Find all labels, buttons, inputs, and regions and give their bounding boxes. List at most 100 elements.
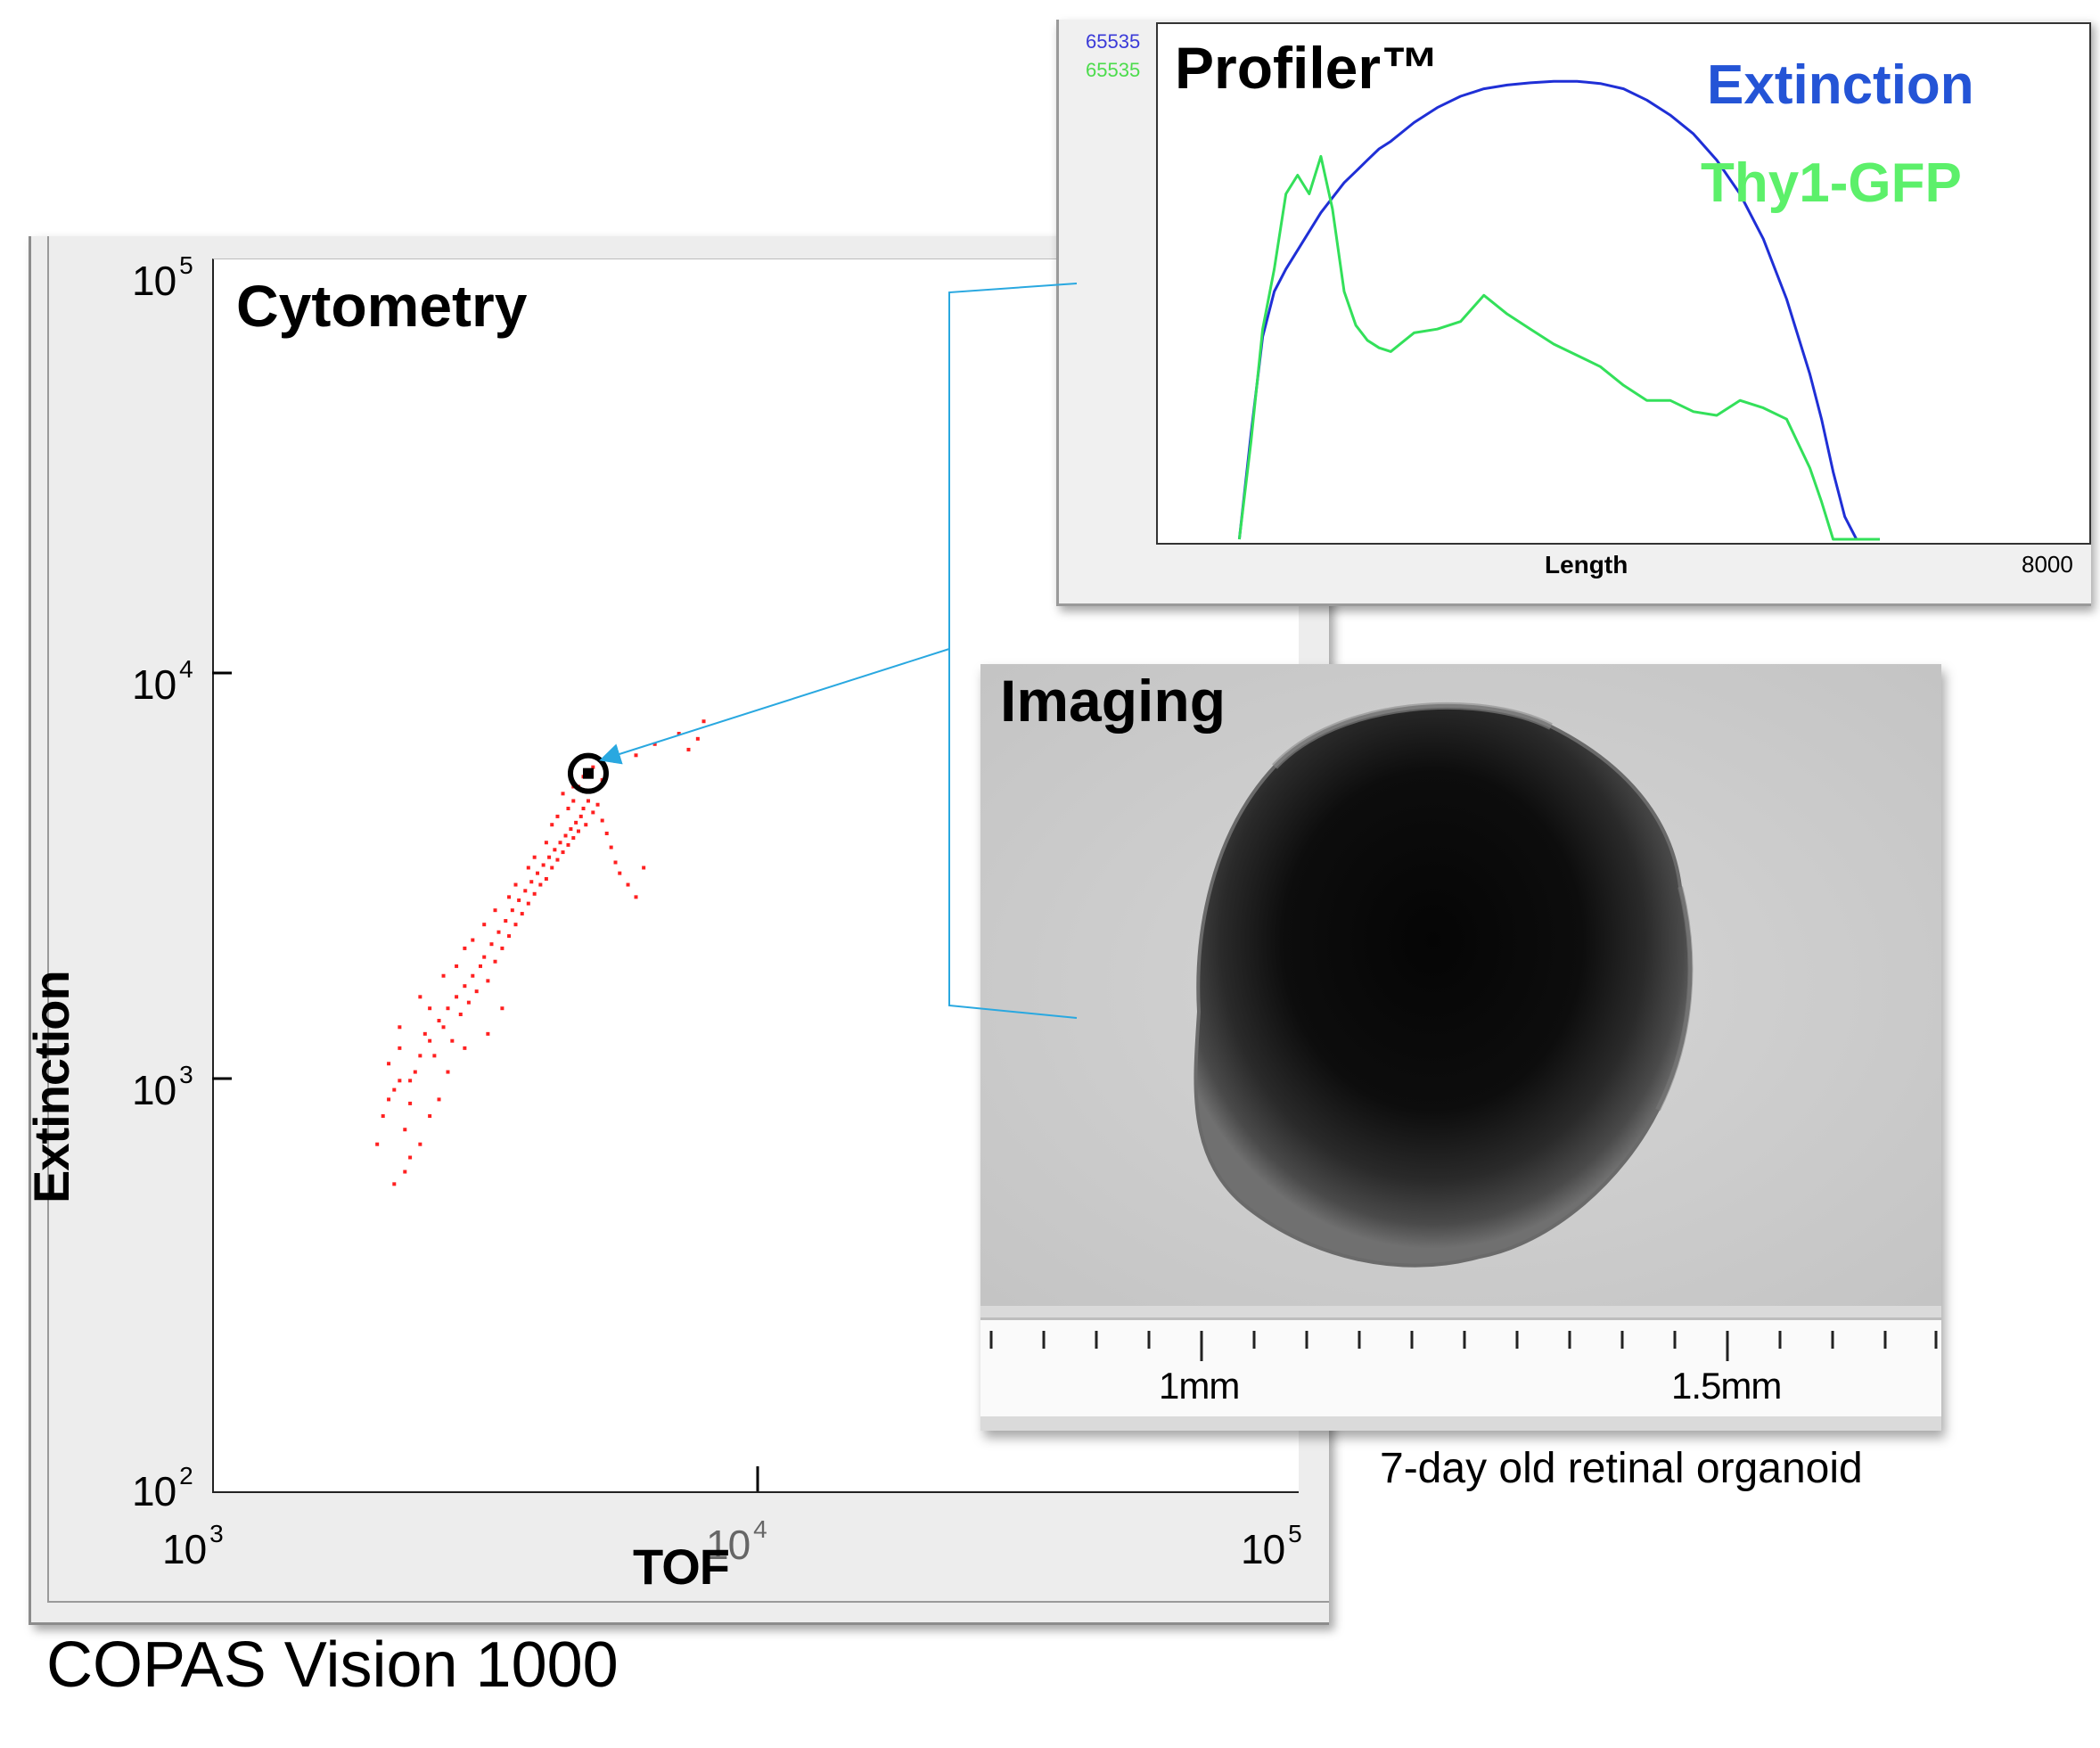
scatter-point: [553, 848, 557, 852]
scatter-point: [652, 742, 657, 746]
scatter-point: [387, 1062, 391, 1066]
imaging-title: Imaging: [1000, 668, 1226, 734]
scatter-point: [387, 1097, 391, 1102]
scatter-point: [398, 1025, 402, 1030]
scatter-point: [418, 1054, 422, 1058]
scatter-point: [408, 1101, 413, 1105]
organoid-body: [1194, 703, 1693, 1268]
cytometry-x-tick-mark: [756, 1466, 759, 1491]
scatter-point: [609, 845, 613, 849]
window-inner-border: [47, 236, 49, 1603]
cytometry-x-axis-label: TOF: [633, 1539, 730, 1595]
organoid-image[interactable]: [980, 664, 1941, 1306]
cytometry-scatter-svg: [375, 719, 706, 1186]
scatter-point: [686, 747, 691, 751]
scatter-point: [574, 820, 578, 825]
scatter-point: [701, 719, 706, 724]
scatter-point: [510, 908, 514, 913]
scatter-point: [418, 1142, 422, 1146]
scatter-point: [517, 898, 521, 902]
scatter-point: [441, 973, 446, 978]
scatter-point: [471, 973, 475, 978]
scatter-point: [381, 1114, 385, 1119]
scatter-point: [550, 823, 554, 827]
scatter-point: [555, 858, 560, 862]
scatter-point: [418, 995, 422, 999]
scatter-point: [408, 1155, 413, 1160]
scatter-point: [446, 1070, 450, 1074]
scatter-point: [493, 908, 497, 913]
scatter-point: [478, 964, 482, 968]
scatter-point: [463, 1046, 467, 1050]
scatter-point: [571, 799, 576, 803]
scatter-point: [500, 1006, 504, 1011]
scatter-point: [432, 1054, 437, 1058]
scatter-point: [441, 1025, 446, 1030]
scatter-point: [586, 799, 590, 803]
scatter-point: [523, 889, 528, 893]
scatter-point: [463, 984, 467, 989]
cytometry-y-tick-marks: [212, 671, 232, 1080]
scatter-point: [471, 938, 475, 942]
scatter-point: [550, 866, 554, 870]
scatter-point: [428, 1006, 432, 1011]
scatter-point: [591, 810, 595, 815]
instrument-caption: COPAS Vision 1000: [46, 1629, 619, 1701]
scatter-point: [581, 807, 586, 811]
scatter-point: [413, 1070, 417, 1074]
x-tick-label-1e4: 10 4: [706, 1515, 767, 1568]
scatter-point: [428, 1114, 432, 1119]
scatter-point: [571, 836, 576, 841]
cytometry-y-axis-label: Extinction: [23, 971, 79, 1203]
profiler-y-max-extinction: 65535: [1086, 30, 1141, 53]
x-tick-label-1e3: 10 3: [162, 1520, 224, 1572]
scatter-point: [450, 1038, 455, 1043]
scatter-point: [595, 802, 600, 807]
scatter-point: [604, 831, 609, 835]
scatter-point: [566, 842, 570, 847]
profiler-y-max-gfp: 65535: [1086, 59, 1141, 81]
scatter-point: [526, 866, 530, 870]
scatter-point: [398, 1046, 402, 1050]
scatter-point: [455, 995, 459, 999]
profiler-x-max-label: 8000: [2022, 551, 2073, 578]
scatter-point: [584, 823, 588, 827]
scatter-point: [529, 880, 534, 884]
scatter-point: [489, 942, 494, 947]
scatter-point: [437, 1019, 441, 1023]
selected-point-marker[interactable]: [567, 752, 609, 794]
legend-extinction: Extinction: [1707, 54, 1974, 116]
ruler-label-1mm: 1mm: [1159, 1365, 1240, 1407]
thy1-gfp-line: [1237, 154, 1880, 541]
scatter-point: [541, 863, 546, 867]
scatter-point: [591, 765, 595, 769]
profiler-x-axis-label: Length: [1545, 551, 1628, 579]
scatter-point: [474, 989, 479, 994]
scatter-point: [561, 792, 565, 796]
scatter-point: [634, 895, 638, 899]
y-tick-label-1e5: 10 5: [132, 251, 193, 304]
scatter-point: [613, 860, 618, 865]
selected-point: [582, 767, 594, 779]
profiler-title: Profiler™: [1175, 35, 1440, 101]
scatter-point: [500, 946, 504, 950]
scatter-point: [482, 923, 487, 927]
scatter-point: [642, 866, 646, 870]
scatter-point: [569, 827, 573, 832]
y-tick-label-1e2: 10 2: [132, 1462, 193, 1514]
scatter-point: [455, 964, 459, 968]
extinction-line: [1237, 79, 1880, 541]
scatter-point: [538, 882, 543, 887]
scatter-point: [563, 833, 568, 838]
scatter-point: [496, 930, 501, 934]
scatter-point: [547, 855, 552, 859]
scatter-point: [403, 1169, 407, 1174]
scatter-point: [576, 829, 580, 833]
scatter-point: [544, 841, 548, 845]
window-bottom-border: [47, 1601, 1329, 1603]
scatter-point: [403, 1128, 407, 1132]
scatter-point: [375, 1142, 380, 1146]
scatter-point: [463, 946, 467, 950]
profiler-plot-area[interactable]: [1156, 22, 2091, 545]
scatter-point: [613, 759, 618, 763]
